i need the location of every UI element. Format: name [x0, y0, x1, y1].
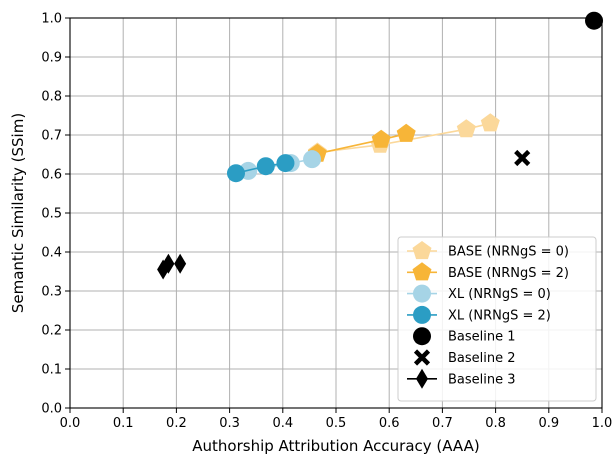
legend-marker [413, 284, 431, 303]
legend-entry: Baseline 3 [407, 368, 516, 389]
legend-box [397, 236, 597, 402]
data-point [162, 253, 175, 274]
legend-label: BASE (NRNgS = 0) [448, 245, 569, 260]
data-point [514, 149, 531, 167]
legend: BASE (NRNgS = 0) BASE (NRNgS = 2) XL (NRNg… [397, 236, 597, 402]
legend-marker [412, 262, 432, 281]
y-tick-label: 0.7 [41, 129, 62, 144]
y-tick-label: 0.6 [41, 168, 62, 183]
data-point [256, 157, 275, 176]
series-5 [585, 11, 604, 30]
x-tick-label: 0.4 [272, 416, 293, 431]
x-tick-label: 0.7 [432, 416, 453, 431]
legend-marker [412, 241, 432, 260]
x-tick-label: 1.0 [592, 416, 613, 431]
data-point [396, 123, 416, 142]
legend-entry: XL (NRNgS = 0) [407, 284, 551, 303]
y-tick-label: 0.1 [41, 363, 62, 378]
legend-marker [413, 349, 431, 366]
y-tick-label: 0.8 [41, 90, 62, 105]
legend-entry: BASE (NRNgS = 2) [407, 262, 569, 281]
y-axis-title: Semantic Similarity (SSim) [9, 113, 27, 313]
series-6 [514, 149, 531, 167]
x-tick-label: 0.8 [485, 416, 506, 431]
x-axis-title: Authorship Attribution Accuracy (AAA) [192, 437, 479, 455]
legend-entry: XL (NRNgS = 2) [407, 305, 551, 324]
data-point [456, 119, 476, 138]
x-tick-label: 0.6 [379, 416, 400, 431]
y-tick-label: 0.2 [41, 324, 62, 339]
legend-marker [416, 368, 428, 389]
series-line [317, 122, 491, 154]
x-tick-label: 0.0 [60, 416, 81, 431]
legend-label: XL (NRNgS = 0) [448, 287, 551, 302]
y-tick-label: 0.3 [41, 285, 62, 300]
legend-entry: Baseline 2 [413, 349, 516, 366]
x-tick-label: 0.3 [219, 416, 240, 431]
legend-marker [413, 305, 431, 324]
data-point [276, 154, 295, 173]
y-tick-label: 1.0 [41, 12, 62, 27]
series-2 [307, 123, 416, 162]
series-4 [226, 154, 295, 183]
data-point [174, 253, 187, 274]
series-7 [157, 253, 187, 280]
legend-entry: BASE (NRNgS = 0) [407, 241, 569, 260]
y-tick-label: 0.9 [41, 51, 62, 66]
legend-label: Baseline 1 [448, 330, 516, 345]
plot-series [157, 11, 604, 280]
y-tick-label: 0.5 [41, 207, 62, 222]
data-point [585, 11, 604, 30]
y-tick-label: 0.0 [41, 402, 62, 417]
data-point [480, 113, 500, 132]
legend-label: Baseline 3 [448, 372, 516, 387]
legend-label: BASE (NRNgS = 2) [448, 266, 569, 281]
x-tick-label: 0.2 [166, 416, 187, 431]
series-line [317, 133, 407, 155]
legend-label: Baseline 2 [448, 351, 516, 366]
axis-ticks: 0.0 0.1 0.2 0.3 0.4 0.5 0.6 0.7 0.8 0.9 1.0 0.0 0.1 0… [41, 12, 612, 432]
x-tick-label: 0.1 [113, 416, 134, 431]
data-point [303, 150, 322, 169]
data-point [371, 129, 391, 148]
legend-marker [413, 327, 431, 346]
legend-label: XL (NRNgS = 2) [448, 308, 551, 323]
data-point [226, 164, 245, 183]
x-tick-label: 0.5 [326, 416, 347, 431]
legend-entry: Baseline 1 [413, 327, 516, 346]
y-tick-label: 0.4 [41, 246, 62, 261]
x-tick-label: 0.9 [538, 416, 559, 431]
